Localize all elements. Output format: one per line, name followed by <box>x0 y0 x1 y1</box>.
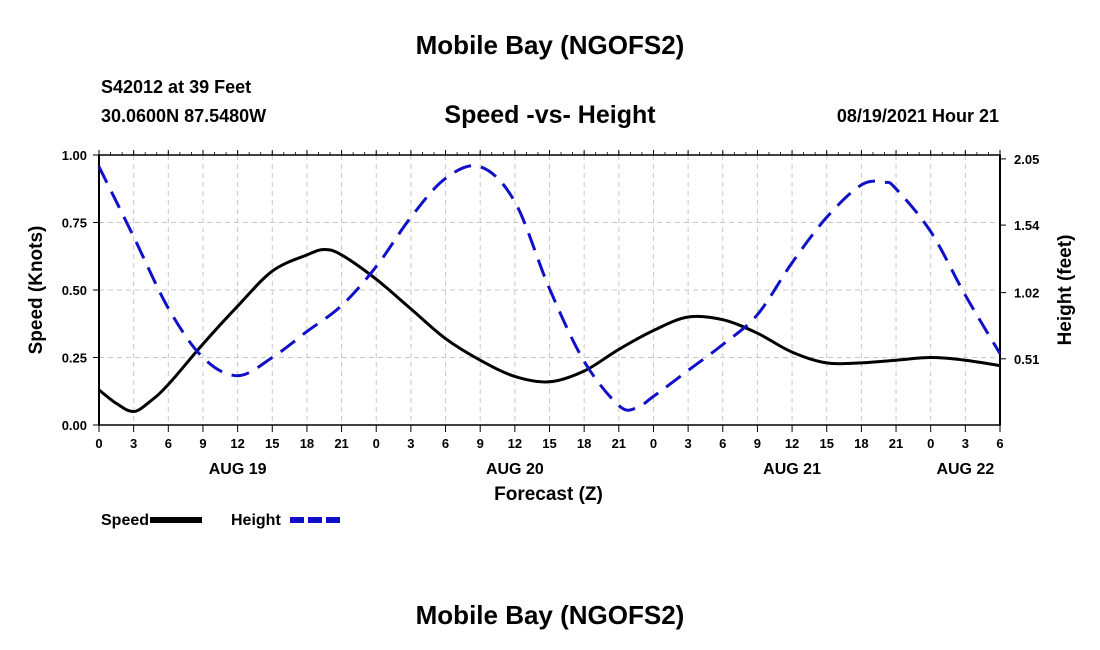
x-tick-label: 3 <box>407 436 414 451</box>
x-tick-label: 0 <box>927 436 934 451</box>
x-tick-label: 18 <box>577 436 591 451</box>
x-tick-label: 0 <box>650 436 657 451</box>
x-tick-label: 9 <box>477 436 484 451</box>
day-label: AUG 19 <box>209 461 267 478</box>
day-label: AUG 20 <box>486 461 544 478</box>
x-tick-label: 15 <box>265 436 279 451</box>
x-tick-label: 21 <box>612 436 626 451</box>
day-label: AUG 22 <box>936 461 994 478</box>
forecast-datetime: 08/19/2021 Hour 21 <box>836 106 999 126</box>
station-coordinates: 30.0600N 87.5480W <box>101 106 267 126</box>
x-tick-label: 6 <box>996 436 1003 451</box>
x-tick-label: 9 <box>199 436 206 451</box>
y-tick-label: 0.75 <box>62 216 87 231</box>
y2-axis-label: Height (feet) <box>1055 235 1076 346</box>
x-tick-label: 21 <box>889 436 903 451</box>
y-tick-label: 0.00 <box>62 418 87 433</box>
x-tick-label: 0 <box>373 436 380 451</box>
y-tick-label: 1.00 <box>62 148 87 163</box>
x-tick-label: 18 <box>300 436 314 451</box>
x-axis-label: Forecast (Z) <box>494 484 603 505</box>
x-tick-label: 6 <box>719 436 726 451</box>
y-tick-label: 0.25 <box>62 351 87 366</box>
x-tick-label: 3 <box>684 436 691 451</box>
y-axis-label: Speed (Knots) <box>26 226 47 355</box>
footer-title: Mobile Bay (NGOFS2) <box>415 600 685 630</box>
x-tick-label: 9 <box>754 436 761 451</box>
x-tick-label: 15 <box>542 436 556 451</box>
y2-tick-label: 1.02 <box>1014 286 1039 301</box>
x-tick-label: 3 <box>962 436 969 451</box>
x-tick-label: 6 <box>442 436 449 451</box>
x-tick-label: 12 <box>508 436 522 451</box>
y-tick-label: 0.50 <box>62 283 87 298</box>
x-tick-label: 12 <box>785 436 799 451</box>
chart-subtitle: Speed -vs- Height <box>444 101 656 129</box>
x-tick-label: 18 <box>854 436 868 451</box>
chart-title: Mobile Bay (NGOFS2) <box>415 30 685 60</box>
y2-tick-label: 0.51 <box>1014 352 1039 367</box>
x-tick-label: 6 <box>165 436 172 451</box>
legend-label-height: Height <box>231 512 281 529</box>
day-label: AUG 21 <box>763 461 821 478</box>
y2-tick-label: 2.05 <box>1014 152 1039 167</box>
y2-tick-label: 1.54 <box>1014 218 1040 233</box>
x-tick-label: 3 <box>130 436 137 451</box>
series-line-speed <box>98 248 1001 413</box>
station-label: S42012 at 39 Feet <box>101 77 252 97</box>
series-line-height <box>97 164 1002 412</box>
x-tick-label: 0 <box>95 436 102 451</box>
x-tick-label: 21 <box>334 436 348 451</box>
legend-label-speed: Speed <box>101 512 149 529</box>
x-tick-label: 15 <box>819 436 833 451</box>
x-tick-label: 12 <box>230 436 244 451</box>
